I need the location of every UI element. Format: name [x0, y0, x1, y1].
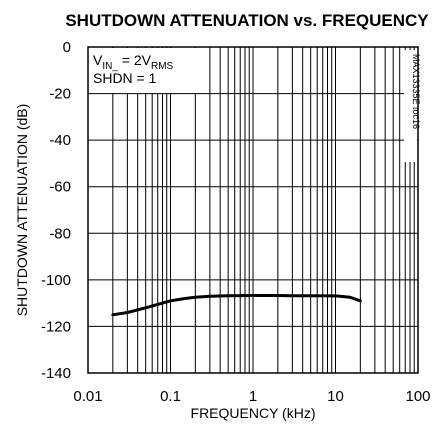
- y-ticks: 0 -20 -40 -60 -80 -100 -120 -140: [41, 39, 71, 382]
- x-tick-label: 100: [405, 388, 430, 405]
- annotation-shdn: SHDN = 1: [93, 70, 157, 86]
- series-line: [111, 294, 362, 317]
- y-tick-label: -60: [49, 179, 71, 196]
- chart-title: SHUTDOWN ATTENUATION vs. FREQUENCY: [65, 11, 429, 30]
- annotation-box: VIN_ = 2VRMS SHDN = 1: [89, 48, 199, 93]
- y-tick-label: -100: [41, 272, 71, 289]
- watermark-group: MAX13335E toc16: [404, 50, 421, 162]
- y-tick-label: 0: [63, 39, 71, 56]
- y-axis-label: SHUTDOWN ATTENUATION (dB): [14, 104, 30, 317]
- annotation-vin: VIN_ = 2VRMS: [93, 52, 174, 72]
- x-tick-label: 0.1: [160, 388, 181, 405]
- y-tick-label: -20: [49, 86, 71, 103]
- y-tick-label: -120: [41, 318, 71, 335]
- x-tick-label: 10: [327, 388, 344, 405]
- x-tick-label: 0.01: [73, 388, 102, 405]
- y-tick-label: -80: [49, 225, 71, 242]
- y-tick-label: -40: [49, 132, 71, 149]
- grid: [88, 47, 418, 373]
- figure-id: MAX13335E toc16: [411, 54, 421, 129]
- x-ticks: 0.01 0.1 1 10 100: [73, 388, 430, 405]
- x-tick-label: 1: [249, 388, 257, 405]
- x-axis-label: FREQUENCY (kHz): [191, 405, 316, 421]
- y-tick-label: -140: [41, 365, 71, 382]
